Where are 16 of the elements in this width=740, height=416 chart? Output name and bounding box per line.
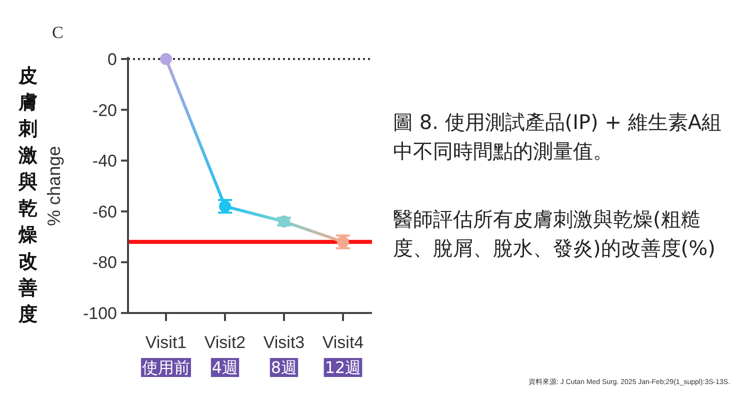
x-tick-label: Visit1 使用前 [142, 333, 190, 377]
y-tick-label: 0 [108, 50, 117, 69]
x-tick-label: Visit3 8週 [263, 333, 305, 377]
text: 皮膚刺激與乾燥改善度 [18, 65, 38, 326]
y-axis-title: % change [44, 146, 64, 226]
y-tick-label: -60 [92, 202, 117, 222]
y-tick-label: -40 [92, 152, 117, 171]
point [160, 53, 172, 65]
y-tick-label: -80 [92, 253, 117, 272]
x-tick-label: Visit2 4週 [204, 333, 246, 377]
text: 醫師評估所有皮膚刺激與乾燥(粗糙度、脫屑、脫水、發炎)的改善度(%) [393, 206, 716, 262]
caption: 圖 8. 使用測試產品(IP) + 維生素A組中不同時間點的測量值。 [393, 109, 723, 165]
y-tick-label: -20 [92, 100, 117, 120]
y-tick-label: -100 [82, 304, 117, 323]
x-tick-label: Visit4 12週 [322, 333, 364, 377]
text: C [52, 23, 64, 42]
